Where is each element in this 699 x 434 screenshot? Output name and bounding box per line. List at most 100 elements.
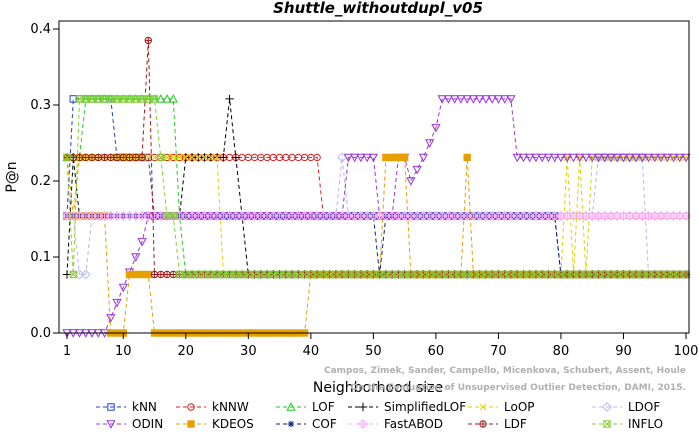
point-odin-81	[562, 153, 572, 163]
legend-marker-loop	[479, 403, 487, 411]
x-tick-label-50: 50	[365, 344, 382, 359]
series-cof	[63, 212, 690, 278]
point-loop-23	[201, 153, 209, 161]
legend-label-cof: COF	[312, 417, 337, 431]
point-kdeos-65	[463, 153, 471, 162]
legend-label-knn: kNN	[132, 400, 157, 414]
point-odin-65	[462, 95, 472, 104]
legend-label-ldf: LDF	[504, 417, 527, 431]
point-odin-64	[456, 95, 466, 104]
point-ldf-2	[69, 153, 77, 162]
point-odin-57	[412, 165, 422, 175]
point-odin-66	[468, 95, 479, 104]
point-odin-9	[112, 298, 122, 308]
point-ldf-14	[144, 36, 152, 45]
series-kdeos	[63, 153, 690, 337]
legend-marker-odin	[106, 420, 116, 429]
point-simplifiedlof-28	[231, 153, 241, 162]
point-odin-80	[556, 153, 566, 163]
y-axis: 0.0 0.1 0.2 0.3 0.4	[30, 22, 59, 341]
point-odin-83	[575, 153, 585, 163]
point-odin-93	[637, 153, 647, 163]
point-odin-63	[450, 95, 460, 104]
series-fastabod	[62, 211, 691, 221]
point-loop-18	[169, 153, 177, 161]
x-tick-label-20: 20	[178, 344, 195, 359]
point-odin-77	[537, 153, 547, 163]
point-odin-87	[600, 153, 610, 163]
point-loop-83	[576, 153, 584, 161]
point-odin-60	[431, 124, 441, 133]
series-line-loop	[67, 156, 686, 275]
legend-item-ldof: LDOF	[592, 400, 660, 414]
point-odin-79	[550, 153, 560, 163]
legend-marker-fastabod	[358, 419, 368, 429]
legend-label-ldof: LDOF	[628, 400, 660, 414]
point-kdeos-53	[388, 153, 396, 162]
x-tick-label-60: 60	[428, 344, 445, 359]
legend-item-odin: ODIN	[96, 417, 163, 431]
point-inflo-3	[75, 95, 84, 103]
legend-label-lof: LOF	[312, 400, 335, 414]
point-odin-46	[343, 153, 354, 163]
legend-label-odin: ODIN	[132, 417, 163, 431]
point-ldof-4	[80, 269, 91, 280]
y-tick-label-1: 0.1	[30, 250, 51, 265]
point-odin-12	[131, 253, 141, 262]
legend-item-kdeos: KDEOS	[176, 417, 254, 431]
point-kdeos-12	[132, 270, 140, 279]
point-lof-18	[168, 94, 178, 103]
point-odin-47	[349, 153, 360, 163]
series-line-cof	[67, 215, 686, 275]
point-ldf-4	[82, 153, 90, 162]
point-odin-69	[487, 95, 497, 104]
point-odin-58	[418, 153, 429, 163]
point-ldf-6	[94, 153, 102, 162]
point-loop-81	[563, 153, 571, 161]
x-axis-label: Neighborhood size	[313, 380, 443, 396]
point-odin-13	[137, 238, 147, 247]
legend-item-knnw: kNNW	[176, 400, 249, 414]
legend-item-loop: LoOP	[468, 400, 535, 414]
point-loop-100	[682, 153, 690, 161]
point-odin-74	[518, 153, 529, 163]
point-odin-92	[631, 153, 641, 163]
legend-item-inflo: INFLO	[592, 417, 663, 431]
series-line-ldf	[67, 40, 686, 275]
point-simplifiedlof-26	[219, 153, 228, 162]
point-odin-84	[581, 153, 591, 163]
point-odin-50	[368, 153, 379, 163]
legend-marker-knn	[107, 403, 115, 411]
y-tick-label-0: 0.0	[30, 326, 51, 341]
legend-marker-ldof	[602, 402, 612, 412]
legend: kNN kNNW LOF SimplifiedLOF LoOP LDOF ODIN KDEOS…	[96, 400, 663, 431]
point-odin-78	[543, 153, 554, 163]
legend-marker-ldf	[479, 420, 487, 428]
point-odin-72	[506, 95, 516, 104]
point-loop-99	[676, 153, 684, 161]
chart-title: Shuttle_withoutdupl_v05	[273, 0, 483, 17]
credit-line-2: On the Evaluation of Unsupervised Outlie…	[351, 383, 686, 393]
point-odin-100	[681, 153, 691, 163]
legend-item-cof: COF	[276, 417, 337, 431]
point-loop-22	[194, 153, 202, 161]
point-kdeos-52	[382, 153, 390, 162]
point-odin-85	[587, 153, 597, 163]
point-knnw-41	[313, 153, 321, 162]
point-ldf-8	[107, 153, 115, 162]
point-ldf-5	[88, 153, 96, 162]
x-tick-label-80: 80	[553, 344, 570, 359]
legend-marker-inflo	[603, 420, 611, 428]
point-loop-15	[150, 153, 159, 161]
point-odin-96	[656, 153, 666, 163]
legend-label-kdeos: KDEOS	[212, 417, 254, 431]
point-odin-98	[668, 153, 679, 163]
point-ldof-45	[337, 152, 348, 163]
legend-item-ldf: LDF	[468, 417, 527, 431]
point-kdeos-54	[394, 153, 403, 162]
point-loop-17	[163, 153, 171, 161]
point-inflo-16	[157, 153, 165, 162]
point-odin-89	[612, 153, 622, 163]
point-inflo-65	[463, 270, 471, 279]
point-inflo-18	[169, 212, 177, 220]
